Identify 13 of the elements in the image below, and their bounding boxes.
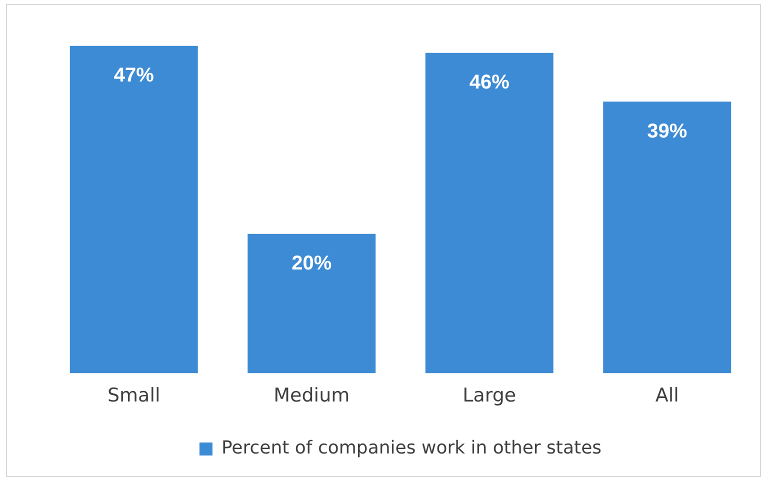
bar [603,102,732,374]
data-label: 46% [469,71,510,94]
bar [70,46,198,374]
x-tick-label: Medium [274,384,350,407]
data-label: 20% [292,252,332,276]
x-tick-label: Small [107,384,160,407]
bar [425,52,554,374]
bar [248,234,376,374]
data-label: 47% [114,64,154,88]
data-label: 39% [647,120,688,144]
x-tick-label: Large [462,384,516,407]
legend-label: Percent of companies work in other states [221,438,602,459]
x-tick-label: All [655,384,679,407]
